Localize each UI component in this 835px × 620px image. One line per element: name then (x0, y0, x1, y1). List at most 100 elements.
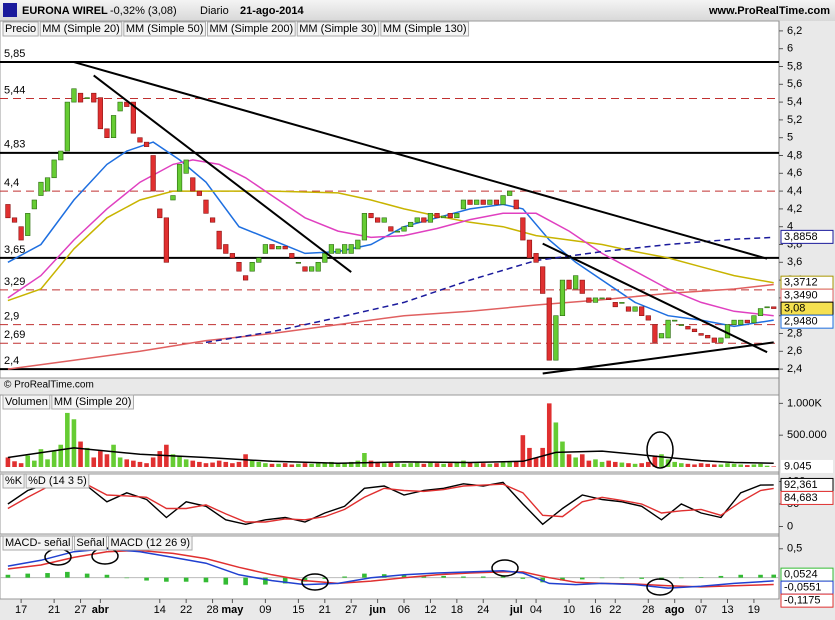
candle (632, 306, 638, 312)
value-label: 92,361 (784, 479, 818, 491)
volume-bar (38, 449, 44, 467)
histogram-bar (282, 577, 288, 584)
candle (355, 239, 361, 250)
volume-bar (216, 460, 222, 467)
volume-bar (329, 461, 334, 467)
candle (5, 204, 11, 219)
legend-box (39, 21, 123, 37)
candle (71, 88, 77, 103)
candle (368, 213, 374, 219)
volume-bar (236, 461, 242, 467)
legend-box (380, 21, 470, 37)
volume-bar (685, 463, 691, 467)
level-label: 2,69 (4, 329, 25, 341)
candle (394, 230, 401, 233)
volume-bar (395, 463, 400, 467)
x-tick-label: 21 (48, 604, 60, 616)
legend-box (2, 473, 25, 489)
volume-bar (606, 460, 611, 467)
legend-box (2, 21, 39, 37)
candle (619, 302, 625, 304)
volume-bar (368, 460, 374, 467)
candle (216, 230, 222, 250)
legend-entry: MM (Simple 20) (54, 396, 132, 408)
candle (137, 137, 143, 143)
candle (91, 92, 97, 103)
volume-bar (131, 460, 136, 467)
volume-bar (612, 461, 618, 467)
histogram-bar (579, 577, 585, 580)
histogram-bar (738, 574, 744, 578)
candle (223, 244, 229, 254)
candle (361, 213, 368, 241)
candle (757, 308, 764, 316)
candle (441, 215, 447, 219)
candle (375, 217, 381, 223)
volume-bar (500, 462, 506, 467)
x-tick-label: 27 (74, 604, 86, 616)
candle (203, 199, 209, 214)
volume-bar (678, 463, 684, 467)
histogram-bar (718, 575, 724, 578)
moving-average (205, 236, 774, 344)
y-tick-label: 0,5 (787, 543, 802, 555)
annotation-circle (301, 573, 329, 591)
x-tick-label: 28 (206, 604, 218, 616)
volume-bar (45, 459, 50, 467)
level-label: 2,4 (4, 355, 19, 367)
moving-average (7, 283, 774, 370)
histogram-bar (342, 576, 347, 578)
volume-bar (170, 454, 176, 467)
candle (150, 155, 156, 192)
volume-bar (91, 457, 97, 467)
volume-bar (269, 463, 275, 467)
histogram-bar (223, 577, 229, 585)
volume-bar (355, 460, 361, 467)
volume-bar (467, 462, 473, 467)
candle (249, 261, 255, 272)
candle (157, 208, 163, 219)
candle (348, 244, 354, 254)
histogram-bar (144, 577, 149, 581)
x-tick-label: ago (665, 604, 685, 616)
candle (480, 199, 486, 205)
volume-bar (381, 463, 387, 467)
y-tick-label: 6,2 (787, 25, 802, 37)
value-label: -0,0551 (784, 582, 821, 594)
candle (256, 257, 262, 263)
annotation-circle (646, 578, 674, 596)
candle (18, 226, 24, 241)
legend-entry: MM (Simple 200) (209, 23, 293, 35)
volume-bar (203, 463, 209, 467)
legend-box (2, 535, 73, 551)
volume-bar (414, 462, 420, 467)
x-tick-label: 06 (398, 604, 410, 616)
volume-bar (731, 463, 737, 467)
volume-bar (593, 459, 598, 467)
copyright: © ProRealTime.com (4, 380, 94, 391)
legend-entry: MACD- señal (5, 537, 70, 549)
candle (474, 199, 480, 205)
trendline (542, 242, 768, 354)
y-tick-label: 3,6 (787, 256, 802, 268)
value-box (780, 593, 834, 608)
legend-box (108, 535, 193, 551)
volume-bar (65, 412, 70, 467)
volume-bar (626, 463, 631, 467)
candle (460, 199, 467, 210)
value-box (780, 314, 834, 329)
candle (170, 195, 176, 201)
level-label: 2,9 (4, 311, 19, 323)
menu-icon[interactable] (3, 3, 17, 17)
candle (566, 279, 572, 290)
histogram-bar (441, 575, 446, 578)
x-tick-label: 21 (319, 604, 331, 616)
candle (540, 266, 546, 294)
value-box (780, 490, 834, 505)
volume-bar (18, 463, 24, 467)
candle (579, 279, 585, 294)
candle (454, 213, 460, 219)
volume-bar (566, 454, 572, 467)
volume-bar (705, 463, 711, 467)
value-label: 3,3712 (784, 277, 818, 289)
